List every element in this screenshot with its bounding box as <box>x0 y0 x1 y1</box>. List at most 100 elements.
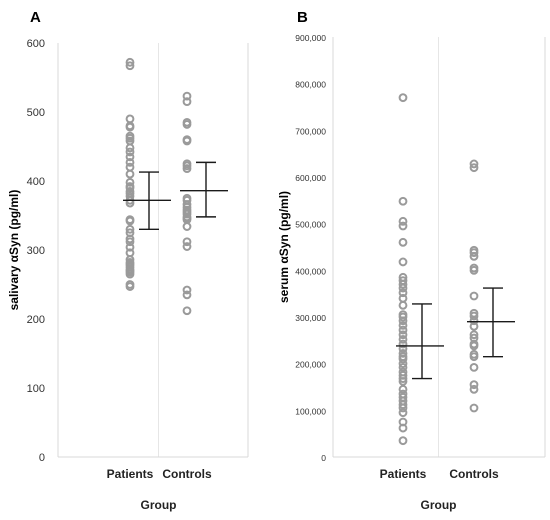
panel-b-y-tick-label: 0 <box>321 453 326 463</box>
panel-b-data-point <box>469 384 479 394</box>
panel-b-data-point <box>398 363 408 372</box>
panel-b-data-point <box>469 251 479 261</box>
panel-a-y-tick-label: 200 <box>27 314 45 326</box>
panel-a-x-axis-title: Group <box>141 498 177 512</box>
panel-b-data-point <box>398 312 408 322</box>
panel-a-data-point <box>125 122 135 132</box>
panel-a-data-point <box>182 285 192 295</box>
panel-b-data-point <box>398 349 408 358</box>
panel-a-y-tick-label: 600 <box>27 38 45 50</box>
panel-a-data-point <box>182 164 192 173</box>
panel-a-y-tick-label: 300 <box>27 245 45 257</box>
panel-b-data-point <box>398 384 408 394</box>
panel-a-data-point <box>125 242 135 252</box>
panel-b-data-point <box>469 159 479 169</box>
panel-a-data-point <box>182 242 192 251</box>
panel-b-data-point <box>398 403 408 413</box>
panel-b-data-point <box>398 237 408 247</box>
panel-b-data-point <box>398 354 408 364</box>
panel-b-data-point <box>398 321 408 330</box>
panel-b-data-point <box>469 380 479 390</box>
panel-a-data-point <box>125 177 135 187</box>
panel-a: A 0 100 200 300 400 500 600 salivary αSyn (pg/m… <box>7 9 249 512</box>
panel-a-letter: A <box>30 9 41 26</box>
panel-b-x-axis-title: Group <box>421 498 457 512</box>
panel-b-y-tick-label: 500,000 <box>295 220 326 230</box>
panel-b-data-point <box>469 265 479 275</box>
panel-b-data-point <box>398 374 408 384</box>
panel-b-data-point <box>398 316 408 326</box>
panel-b-y-tick-label: 100,000 <box>295 406 326 416</box>
panel-b-y-tick-label: 600,000 <box>295 173 326 183</box>
panel-b-data-point <box>398 423 408 433</box>
panel-a-category-label: Patients <box>107 467 154 481</box>
panel-b-data-point <box>398 335 408 344</box>
panel-b-data-point <box>398 300 408 310</box>
panel-b-data-point <box>469 341 479 351</box>
panel-a-data-point <box>125 216 135 226</box>
panel-b-data-point <box>398 339 408 349</box>
panel-a-data-point <box>125 61 135 71</box>
panel-a-data-point <box>125 143 135 153</box>
panel-b: B 0 100,000 200,000 300,000 400,000 500,000 60… <box>277 9 546 512</box>
panel-a-data-point <box>125 269 135 279</box>
panel-b-category-label: Patients <box>380 467 427 481</box>
panel-a-data-point <box>182 97 192 107</box>
panel-b-y-tick-label: 200,000 <box>295 360 326 370</box>
panel-b-data-point <box>469 321 479 331</box>
panel-a-data-point <box>182 290 192 300</box>
panel-a-data-point <box>125 147 135 157</box>
panel-a-data-point <box>182 237 192 247</box>
panel-b-data-point <box>398 330 408 340</box>
panel-a-y-axis-title: salivary αSyn (pg/ml) <box>7 190 21 311</box>
panel-b-data-point <box>398 377 408 386</box>
panel-b-data-point <box>469 363 479 372</box>
panel-a-data-point <box>125 57 135 67</box>
panel-b-letter: B <box>297 9 308 26</box>
panel-a-data-point <box>182 120 192 129</box>
panel-b-y-tick-label: 300,000 <box>295 313 326 323</box>
panel-b-data-point <box>469 352 479 362</box>
panel-b-data-point <box>398 216 408 226</box>
panel-a-data-point <box>125 237 135 247</box>
panel-b-data-point <box>469 330 479 340</box>
panel-a-y-tick-label: 400 <box>27 176 45 188</box>
panel-a-data-point <box>125 282 135 291</box>
panel-a-data-point <box>182 306 192 316</box>
panel-b-data-point <box>469 403 479 413</box>
panel-b-data-point <box>469 316 479 326</box>
panel-b-data-point <box>398 283 408 293</box>
panel-b-data-point <box>398 436 408 446</box>
panel-b-data-point <box>398 408 408 418</box>
panel-a-data-point <box>125 169 135 179</box>
panel-b-data-point <box>469 163 479 173</box>
panel-b-data-point <box>398 196 408 206</box>
panel-a-y-tick-label: 500 <box>27 107 45 119</box>
panel-b-y-axis-title: serum αSyn (pg/ml) <box>277 191 291 303</box>
panel-b-data-point <box>398 400 408 410</box>
panel-b-data-point <box>469 311 479 321</box>
panel-b-y-tick-label: 800,000 <box>295 80 326 90</box>
panel-b-data-point <box>398 359 408 369</box>
panel-a-category-label: Controls <box>162 467 212 481</box>
panel-a-data-point <box>125 224 135 234</box>
panel-b-y-tick-label: 400,000 <box>295 266 326 276</box>
panel-a-data-point <box>125 157 135 167</box>
panel-b-y-tick-label: 900,000 <box>295 33 326 43</box>
panel-b-data-point <box>398 288 408 298</box>
panel-a-y-tick-label: 100 <box>27 383 45 395</box>
panel-b-data-point <box>469 248 479 258</box>
panel-a-data-point <box>125 183 135 193</box>
panel-a-data-point <box>182 222 192 231</box>
panel-b-data-point <box>398 279 408 289</box>
panel-b-data-point <box>398 93 408 103</box>
panel-b-data-point <box>398 257 408 267</box>
panel-a-data-point <box>182 91 192 101</box>
panel-a-data-point <box>125 152 135 162</box>
panel-a-y-tick-label: 0 <box>39 452 45 464</box>
panel-a-data-point <box>125 114 135 124</box>
panel-b-category-label: Controls <box>449 467 499 481</box>
panel-b-y-tick-label: 700,000 <box>295 126 326 136</box>
panel-b-data-point <box>398 325 408 335</box>
